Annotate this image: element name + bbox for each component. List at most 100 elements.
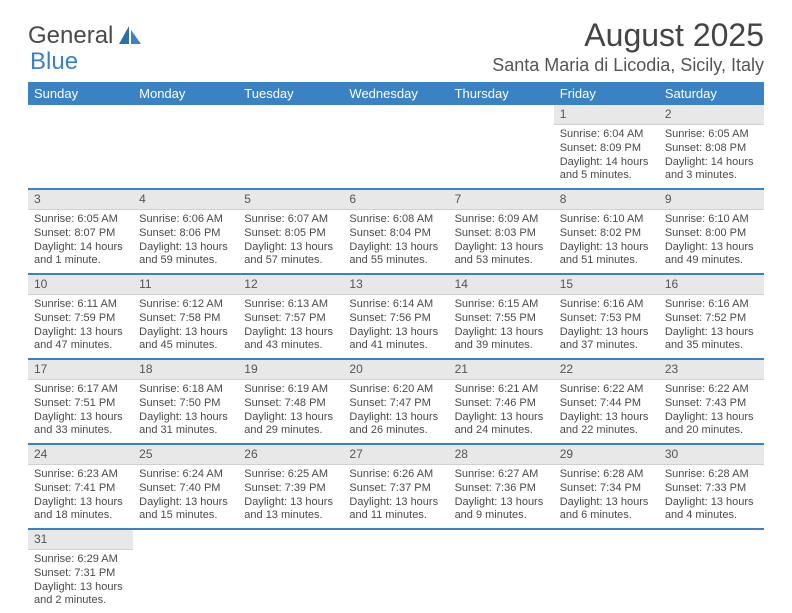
daylight-text: Daylight: 13 hours and 2 minutes. <box>34 581 127 609</box>
day-number: 10 <box>28 275 133 295</box>
sunrise-text: Sunrise: 6:04 AM <box>560 128 653 142</box>
daylight-text: Daylight: 13 hours and 37 minutes. <box>560 326 653 354</box>
day-body: Sunrise: 6:07 AMSunset: 8:05 PMDaylight:… <box>238 210 343 273</box>
calendar-cell: 25Sunrise: 6:24 AMSunset: 7:40 PMDayligh… <box>133 444 238 529</box>
day-number: 5 <box>238 190 343 210</box>
day-number: 11 <box>133 275 238 295</box>
daylight-text: Daylight: 13 hours and 55 minutes. <box>349 241 442 269</box>
sunset-text: Sunset: 7:59 PM <box>34 312 127 326</box>
calendar-cell <box>449 529 554 613</box>
calendar-cell: 17 Sunrise: 6:17 AMSunset: 7:51 PMDayligh… <box>28 359 133 444</box>
sunset-text: Sunset: 7:41 PM <box>34 482 127 496</box>
sunrise-text: Sunrise: 6:06 AM <box>139 213 232 227</box>
day-body: Sunrise: 6:28 AMSunset: 7:33 PMDaylight:… <box>659 465 764 528</box>
weekday-header-row: Sunday Monday Tuesday Wednesday Thursday… <box>28 82 764 105</box>
calendar-cell: 21Sunrise: 6:21 AMSunset: 7:46 PMDayligh… <box>449 359 554 444</box>
sunrise-text: Sunrise: 6:26 AM <box>349 468 442 482</box>
sunrise-text: Sunrise: 6:17 AM <box>34 383 127 397</box>
sunset-text: Sunset: 8:07 PM <box>34 227 127 241</box>
weekday-sun: Sunday <box>28 82 133 105</box>
day-number: 2 <box>659 105 764 125</box>
title-block: August 2025 Santa Maria di Licodia, Sici… <box>492 18 764 76</box>
calendar-cell: 16Sunrise: 6:16 AMSunset: 7:52 PMDayligh… <box>659 274 764 359</box>
day-number: 17 <box>28 360 133 380</box>
weekday-wed: Wednesday <box>343 82 448 105</box>
sunset-text: Sunset: 7:50 PM <box>139 397 232 411</box>
daylight-text: Daylight: 13 hours and 49 minutes. <box>665 241 758 269</box>
weekday-mon: Monday <box>133 82 238 105</box>
calendar-row: 3Sunrise: 6:05 AMSunset: 8:07 PMDaylight… <box>28 189 764 274</box>
calendar-row: 17Sunrise: 6:17 AMSunset: 7:51 PMDayligh… <box>28 359 764 444</box>
location: Santa Maria di Licodia, Sicily, Italy <box>492 55 764 76</box>
calendar-cell: 30Sunrise: 6:28 AMSunset: 7:33 PMDayligh… <box>659 444 764 529</box>
calendar-cell <box>343 529 448 613</box>
daylight-text: Daylight: 14 hours and 1 minute. <box>34 241 127 269</box>
weekday-sat: Saturday <box>659 82 764 105</box>
calendar-row: 24Sunrise: 6:23 AMSunset: 7:41 PMDayligh… <box>28 444 764 529</box>
daylight-text: Daylight: 13 hours and 35 minutes. <box>665 326 758 354</box>
weekday-tue: Tuesday <box>238 82 343 105</box>
calendar-body: 1Sunrise: 6:04 AMSunset: 8:09 PMDaylight… <box>28 105 764 613</box>
day-body: Sunrise: 6:06 AMSunset: 8:06 PMDaylight:… <box>133 210 238 273</box>
day-body: Sunrise: 6:05 AMSunset: 8:07 PMDaylight:… <box>28 210 133 273</box>
sunrise-text: Sunrise: 6:23 AM <box>34 468 127 482</box>
day-number: 4 <box>133 190 238 210</box>
day-number: 13 <box>343 275 448 295</box>
sunset-text: Sunset: 7:34 PM <box>560 482 653 496</box>
sunrise-text: Sunrise: 6:08 AM <box>349 213 442 227</box>
sunrise-text: Sunrise: 6:18 AM <box>139 383 232 397</box>
day-number: 26 <box>238 445 343 465</box>
day-body: Sunrise: 6:28 AMSunset: 7:34 PMDaylight:… <box>554 465 659 528</box>
day-body: Sunrise: 6:10 AMSunset: 8:02 PMDaylight:… <box>554 210 659 273</box>
month-title: August 2025 <box>492 18 764 53</box>
daylight-text: Daylight: 13 hours and 53 minutes. <box>455 241 548 269</box>
day-body: Sunrise: 6:27 AMSunset: 7:36 PMDaylight:… <box>449 465 554 528</box>
daylight-text: Daylight: 13 hours and 24 minutes. <box>455 411 548 439</box>
day-body: Sunrise: 6:10 AMSunset: 8:00 PMDaylight:… <box>659 210 764 273</box>
calendar-cell: 10Sunrise: 6:11 AMSunset: 7:59 PMDayligh… <box>28 274 133 359</box>
daylight-text: Daylight: 13 hours and 4 minutes. <box>665 496 758 524</box>
sunset-text: Sunset: 7:37 PM <box>349 482 442 496</box>
day-number: 27 <box>343 445 448 465</box>
calendar-cell: 5Sunrise: 6:07 AMSunset: 8:05 PMDaylight… <box>238 189 343 274</box>
day-body: Sunrise: 6:22 AMSunset: 7:44 PMDaylight:… <box>554 380 659 443</box>
day-body: Sunrise: 6:13 AMSunset: 7:57 PMDaylight:… <box>238 295 343 358</box>
calendar-cell: 3Sunrise: 6:05 AMSunset: 8:07 PMDaylight… <box>28 189 133 274</box>
sunrise-text: Sunrise: 6:15 AM <box>455 298 548 312</box>
daylight-text: Daylight: 13 hours and 29 minutes. <box>244 411 337 439</box>
day-body: Sunrise: 6:18 AMSunset: 7:50 PMDaylight:… <box>133 380 238 443</box>
sunset-text: Sunset: 7:44 PM <box>560 397 653 411</box>
logo-sail-icon <box>115 24 143 48</box>
daylight-text: Daylight: 14 hours and 5 minutes. <box>560 156 653 184</box>
daylight-text: Daylight: 13 hours and 9 minutes. <box>455 496 548 524</box>
sunset-text: Sunset: 7:47 PM <box>349 397 442 411</box>
sunset-text: Sunset: 8:05 PM <box>244 227 337 241</box>
sunrise-text: Sunrise: 6:09 AM <box>455 213 548 227</box>
sunrise-text: Sunrise: 6:07 AM <box>244 213 337 227</box>
calendar-cell: 2Sunrise: 6:05 AMSunset: 8:08 PMDaylight… <box>659 105 764 189</box>
day-number: 8 <box>554 190 659 210</box>
day-body: Sunrise: 6:04 AMSunset: 8:09 PMDaylight:… <box>554 125 659 188</box>
sunrise-text: Sunrise: 6:22 AM <box>665 383 758 397</box>
daylight-text: Daylight: 13 hours and 47 minutes. <box>34 326 127 354</box>
day-number: 25 <box>133 445 238 465</box>
daylight-text: Daylight: 13 hours and 22 minutes. <box>560 411 653 439</box>
sunset-text: Sunset: 8:09 PM <box>560 142 653 156</box>
sunset-text: Sunset: 7:51 PM <box>34 397 127 411</box>
calendar-cell <box>238 529 343 613</box>
calendar-cell: 18Sunrise: 6:18 AMSunset: 7:50 PMDayligh… <box>133 359 238 444</box>
day-number: 31 <box>28 530 133 550</box>
calendar-cell <box>133 105 238 189</box>
daylight-text: Daylight: 13 hours and 13 minutes. <box>244 496 337 524</box>
logo-text-part2: Blue <box>30 48 78 76</box>
sunset-text: Sunset: 7:39 PM <box>244 482 337 496</box>
calendar-cell: 6Sunrise: 6:08 AMSunset: 8:04 PMDaylight… <box>343 189 448 274</box>
day-body: Sunrise: 6:12 AMSunset: 7:58 PMDaylight:… <box>133 295 238 358</box>
daylight-text: Daylight: 13 hours and 33 minutes. <box>34 411 127 439</box>
calendar-cell: 12Sunrise: 6:13 AMSunset: 7:57 PMDayligh… <box>238 274 343 359</box>
sunset-text: Sunset: 7:48 PM <box>244 397 337 411</box>
sunrise-text: Sunrise: 6:05 AM <box>665 128 758 142</box>
calendar-cell <box>28 105 133 189</box>
day-body: Sunrise: 6:15 AMSunset: 7:55 PMDaylight:… <box>449 295 554 358</box>
day-body: Sunrise: 6:25 AMSunset: 7:39 PMDaylight:… <box>238 465 343 528</box>
